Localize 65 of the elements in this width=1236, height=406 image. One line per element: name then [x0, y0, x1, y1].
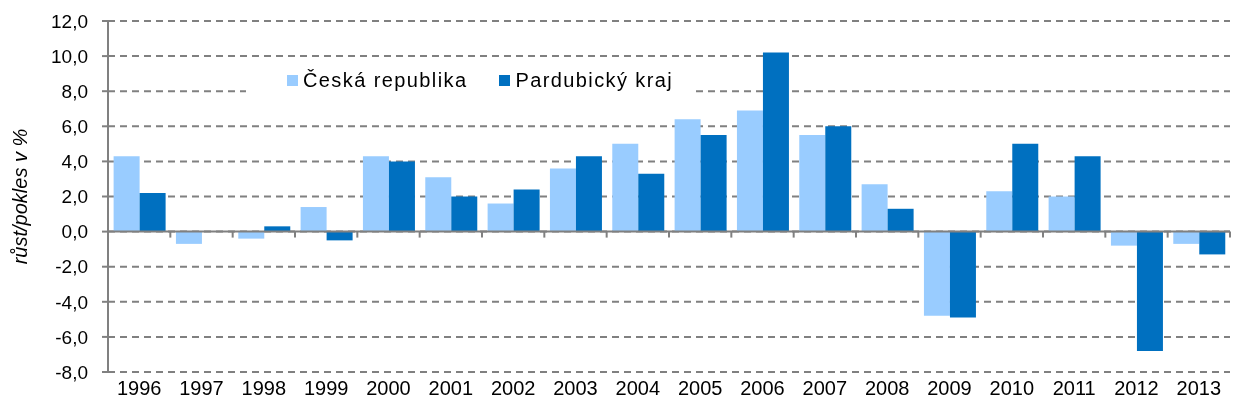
x-tick-label: 2001	[428, 377, 474, 400]
y-tick-label: -2,0	[55, 256, 88, 278]
bar	[1048, 196, 1075, 232]
y-tick-label: 12,0	[51, 10, 88, 32]
x-tick-label: 1998	[241, 377, 287, 400]
bar	[887, 208, 914, 232]
bar	[300, 207, 327, 232]
y-tick-label: 8,0	[61, 80, 88, 102]
y-tick-label: -6,0	[55, 326, 88, 348]
bar	[487, 203, 514, 232]
x-tick-label: 2008	[864, 377, 910, 400]
bar	[1074, 156, 1101, 232]
bar	[362, 156, 389, 232]
bar	[113, 156, 140, 232]
bar	[986, 191, 1013, 232]
bar	[949, 231, 976, 318]
y-tick-label: 6,0	[61, 116, 88, 138]
bar	[612, 143, 639, 232]
bar	[513, 189, 540, 232]
y-tick-label: 2,0	[61, 186, 88, 208]
x-tick-label: 2007	[802, 377, 848, 400]
x-tick-label: 2009	[927, 377, 972, 400]
y-tick-label: -8,0	[55, 361, 88, 383]
x-tick-label: 2012	[1114, 377, 1159, 400]
bar	[825, 126, 852, 232]
bar	[638, 173, 665, 232]
y-tick-label: -4,0	[55, 291, 88, 313]
y-axis-title: růst/pokles v %	[9, 128, 31, 265]
x-tick-label: 2000	[366, 377, 411, 400]
bar	[1012, 143, 1039, 232]
y-tick-label: 4,0	[61, 151, 88, 173]
bar	[700, 135, 727, 232]
x-tick-label: 2011	[1052, 377, 1096, 400]
bar	[799, 135, 826, 232]
x-tick-label: 1997	[179, 377, 224, 400]
bar	[1199, 231, 1226, 255]
bar	[175, 231, 202, 244]
bar	[736, 110, 763, 232]
x-tick-label: 2004	[615, 377, 661, 400]
x-tick-label: 1999	[303, 377, 349, 400]
x-tick-label: 2005	[677, 377, 723, 400]
x-tick-label: 2013	[1176, 377, 1222, 400]
legend-label: Česká republika	[303, 68, 468, 92]
bar	[1110, 231, 1137, 246]
bar	[425, 177, 452, 232]
bar	[451, 196, 478, 232]
bar	[1136, 231, 1163, 351]
y-tick-label: 0,0	[61, 221, 88, 243]
bar	[388, 161, 415, 232]
bar	[139, 192, 166, 232]
legend-label: Pardubický kraj	[515, 68, 674, 92]
bar	[762, 52, 789, 232]
x-tick-label: 2006	[740, 377, 785, 400]
bar	[674, 119, 701, 232]
bar	[923, 231, 950, 316]
x-tick-label: 2002	[490, 377, 536, 400]
x-tick-label: 2003	[553, 377, 598, 400]
bar	[1173, 231, 1200, 244]
y-tick-label: 10,0	[51, 45, 88, 67]
x-tick-label: 1996	[116, 377, 162, 400]
x-tick-label: 2010	[989, 377, 1035, 400]
bar	[861, 184, 888, 232]
bar	[264, 226, 291, 232]
bar	[549, 168, 576, 232]
bar	[575, 156, 602, 232]
